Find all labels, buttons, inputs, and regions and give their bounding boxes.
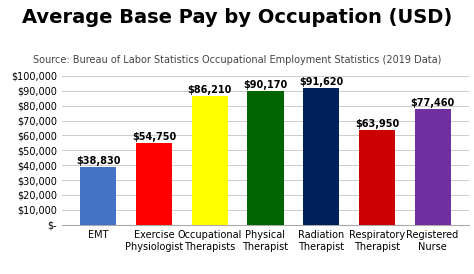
Text: $77,460: $77,460 bbox=[410, 98, 455, 109]
Bar bbox=[136, 143, 172, 225]
Bar bbox=[191, 96, 228, 225]
Text: $54,750: $54,750 bbox=[132, 132, 176, 142]
Text: Average Base Pay by Occupation (USD): Average Base Pay by Occupation (USD) bbox=[22, 8, 452, 27]
Text: $38,830: $38,830 bbox=[76, 156, 120, 166]
Bar bbox=[80, 167, 117, 225]
Text: $63,950: $63,950 bbox=[355, 119, 399, 129]
Text: Source: Bureau of Labor Statistics Occupational Employment Statistics (2019 Data: Source: Bureau of Labor Statistics Occup… bbox=[33, 55, 441, 65]
Bar bbox=[247, 91, 283, 225]
Text: $86,210: $86,210 bbox=[188, 85, 232, 95]
Bar bbox=[359, 130, 395, 225]
Text: $90,170: $90,170 bbox=[243, 79, 288, 90]
Text: $91,620: $91,620 bbox=[299, 77, 343, 87]
Bar bbox=[303, 89, 339, 225]
Bar bbox=[414, 110, 451, 225]
